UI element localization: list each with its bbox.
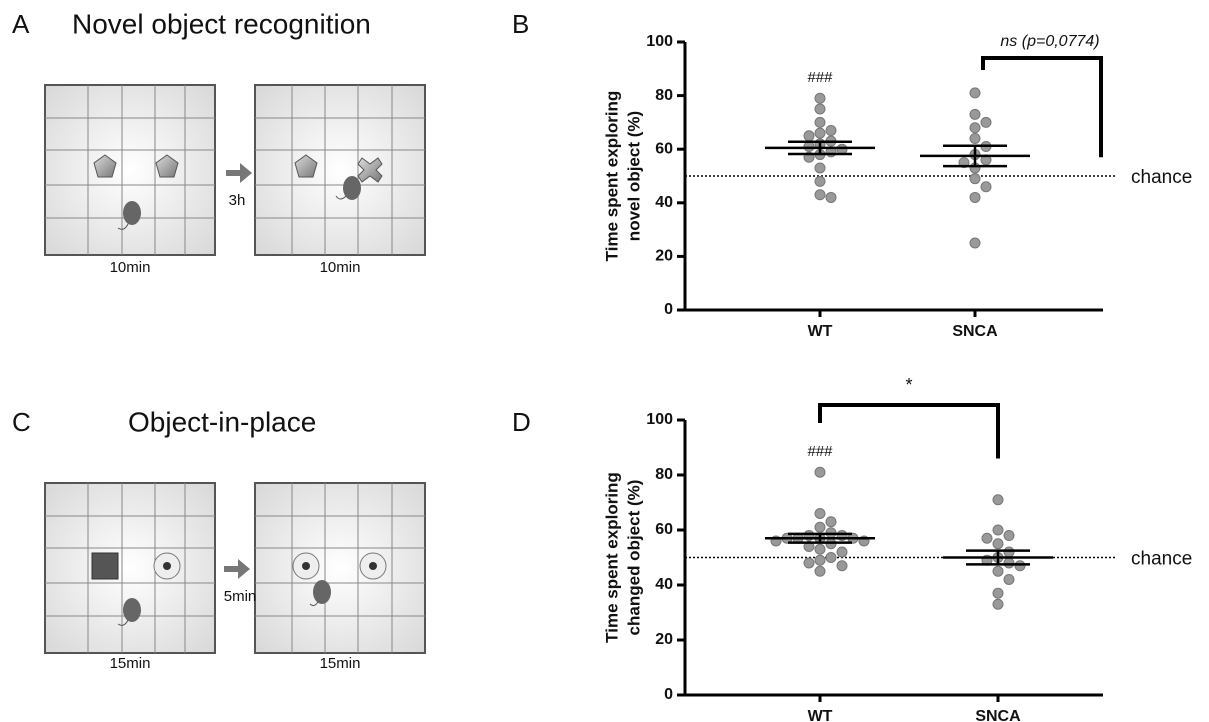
significance-bracket — [818, 403, 1000, 459]
arrow — [226, 163, 252, 183]
data-point — [814, 127, 826, 139]
duration-label: 10min — [320, 259, 361, 276]
data-point — [980, 116, 992, 128]
data-point — [814, 162, 826, 174]
interval-label: 3h — [229, 192, 246, 209]
data-point — [814, 116, 826, 128]
arena — [254, 482, 426, 654]
data-point — [981, 532, 993, 544]
significance-bracket — [981, 56, 1103, 158]
arena — [44, 84, 216, 256]
y-tick-label: 0 — [664, 301, 673, 318]
data-point — [969, 122, 981, 134]
data-point — [814, 466, 826, 478]
arena — [254, 84, 426, 256]
y-tick-label: 20 — [655, 631, 673, 648]
data-point — [992, 538, 1004, 550]
data-point — [803, 557, 815, 569]
data-point — [1003, 557, 1015, 569]
y-tick-label: 80 — [655, 87, 673, 104]
data-point — [992, 565, 1004, 577]
data-point — [969, 108, 981, 120]
group-annotation: ### — [807, 443, 833, 460]
duration-label: 15min — [110, 655, 151, 672]
y-axis-label: changed object (%) — [624, 480, 643, 636]
x-tick-label: WT — [808, 708, 833, 722]
panel-letter: C — [12, 407, 31, 437]
y-tick-label: 60 — [655, 521, 673, 538]
y-tick-label: 0 — [664, 686, 673, 703]
y-axis-label: Time spent exploring — [602, 91, 621, 262]
panel-letter: D — [512, 407, 531, 437]
error-bar — [943, 144, 1007, 168]
data-point — [814, 189, 826, 201]
data-point — [992, 524, 1004, 536]
y-tick-label: 100 — [646, 411, 673, 428]
data-point — [992, 494, 1004, 506]
y-axis-label: Time spent exploring — [602, 472, 621, 643]
data-point — [825, 552, 837, 563]
panel-letter: B — [512, 9, 529, 39]
panel-letter: A — [12, 9, 30, 39]
chance-label: chance — [1131, 167, 1192, 188]
data-point — [814, 508, 826, 519]
arrow — [224, 559, 250, 579]
data-point — [814, 565, 826, 577]
duration-label: 10min — [110, 259, 151, 276]
data-point — [969, 173, 981, 185]
data-point — [814, 543, 826, 555]
significance-label: ns (p=0,0774) — [1000, 33, 1099, 50]
data-point — [992, 598, 1004, 610]
data-point — [1003, 574, 1015, 585]
data-point — [980, 181, 992, 193]
data-point — [814, 521, 826, 533]
data-point — [836, 560, 848, 572]
data-point — [992, 587, 1004, 599]
y-tick-label: 40 — [655, 194, 673, 211]
interval-label: 5min — [224, 588, 257, 605]
error-bar — [788, 532, 852, 544]
data-point — [803, 141, 815, 153]
error-bar — [966, 549, 1030, 566]
error-bar — [788, 140, 852, 156]
y-axis-label: novel object (%) — [624, 111, 643, 241]
data-point — [825, 516, 837, 528]
significance-label: * — [905, 375, 912, 395]
y-tick-label: 100 — [646, 33, 673, 50]
chance-label: chance — [1131, 549, 1192, 570]
data-point — [814, 554, 826, 566]
x-tick-label: SNCA — [975, 708, 1021, 722]
data-point — [969, 237, 981, 249]
data-point — [836, 546, 848, 558]
data-point — [825, 124, 837, 136]
y-tick-label: 40 — [655, 576, 673, 593]
panel-title: Novel object recognition — [72, 8, 371, 39]
data-point — [969, 87, 981, 99]
x-tick-label: WT — [808, 323, 833, 340]
data-point — [803, 130, 815, 142]
x-tick-label: SNCA — [952, 323, 998, 340]
panel-title: Object-in-place — [128, 406, 316, 437]
data-point — [825, 191, 837, 203]
data-point — [969, 132, 981, 144]
arena — [44, 482, 216, 654]
data-point — [969, 191, 981, 203]
group-annotation: ### — [807, 69, 833, 86]
data-point — [814, 175, 826, 187]
data-point — [836, 143, 848, 155]
data-point — [814, 92, 826, 104]
data-point — [814, 103, 826, 115]
duration-label: 15min — [320, 655, 361, 672]
y-tick-label: 60 — [655, 140, 673, 157]
data-point — [1014, 560, 1026, 572]
data-point — [1003, 546, 1015, 558]
y-tick-label: 20 — [655, 248, 673, 265]
y-tick-label: 80 — [655, 466, 673, 483]
data-point — [1003, 530, 1015, 541]
